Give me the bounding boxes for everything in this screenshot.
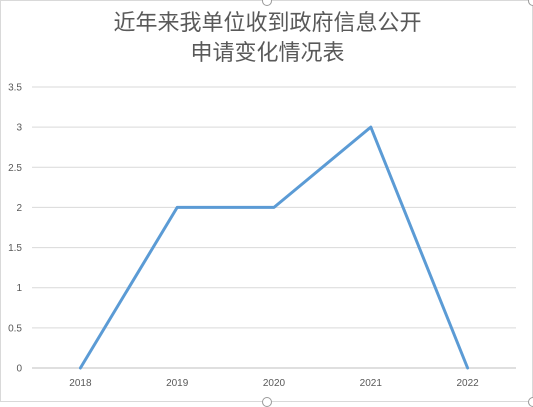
y-tick-label: 0.5 <box>8 323 22 334</box>
series-line <box>78 125 470 370</box>
resize-handle-bottom[interactable] <box>262 397 272 407</box>
x-tick-label: 2021 <box>360 378 383 389</box>
y-tick-label: 2 <box>16 203 22 214</box>
y-tick-label: 2.5 <box>8 163 22 174</box>
x-tick-label: 2019 <box>166 378 189 389</box>
y-tick-label: 3 <box>16 123 22 134</box>
y-tick-label: 1 <box>16 283 22 294</box>
chart-title-line-1: 近年来我单位收到政府信息公开 <box>113 11 422 36</box>
chart-title-line-2: 申请变化情况表 <box>190 41 345 66</box>
x-tick-label: 2020 <box>263 378 286 389</box>
resize-handle-bottom-right[interactable] <box>528 397 533 407</box>
y-tick-label: 0 <box>16 364 22 375</box>
resize-handle-top[interactable] <box>262 0 272 6</box>
x-tick-label: 2022 <box>456 378 479 389</box>
resize-handle-top-right[interactable] <box>528 0 533 6</box>
y-tick-label: 1.5 <box>8 243 22 254</box>
x-tick-label: 2018 <box>69 378 92 389</box>
y-tick-label: 3.5 <box>8 83 22 94</box>
